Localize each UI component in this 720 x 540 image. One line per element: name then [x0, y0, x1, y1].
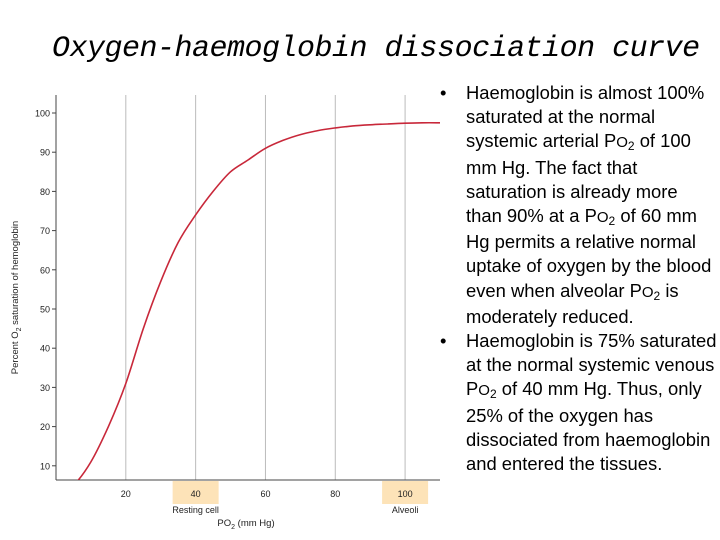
bullet-text: is moderately reduced.	[466, 279, 679, 327]
x-axis-label-sub: 2	[231, 524, 235, 531]
tick-caption: Alveoli	[392, 505, 419, 515]
y-tick-label: 90	[40, 148, 50, 158]
bullet-dot-icon: •	[440, 82, 447, 103]
po2-o: O	[616, 134, 628, 152]
y-tick-label: 80	[40, 187, 50, 197]
bullet-text: of 100 mm Hg. The fact that saturation i…	[466, 130, 691, 227]
dissociation-chart: 10 20 30 40 50 60 70 80 90 100 20 40 60 80 100 Resting …	[10, 95, 440, 531]
y-tick-label: 10	[40, 461, 50, 471]
y-axis-label-sub: 2	[16, 327, 23, 331]
po2-o: O	[596, 209, 609, 227]
y-tick-label: 100	[35, 109, 50, 119]
bullet-text: Haemoglobin is 75% saturated at the norm…	[466, 330, 717, 400]
x-axis-label: PO2 (mm Hg)	[217, 518, 274, 531]
po2-sub: 2	[489, 387, 497, 402]
po2-o: O	[641, 283, 654, 301]
x-axis-label-unit: (mm Hg)	[235, 518, 275, 529]
y-tick-label: 50	[40, 305, 50, 315]
x-tick-label: 40	[191, 489, 201, 499]
bullet-arterial: • Haemoglobin is almost 100% saturated a…	[440, 81, 718, 329]
y-axis-label: Percent O2 saturation of hemoglobin	[10, 221, 23, 374]
x-tick-label: 80	[330, 489, 340, 499]
x-axis-label-main: PO	[217, 518, 231, 529]
tick-caption: Resting cell	[172, 505, 219, 515]
y-tick-label: 70	[40, 226, 50, 236]
y-tick-label: 60	[40, 265, 50, 275]
bullet-dot-icon: •	[440, 330, 447, 352]
bullet-text: Haemoglobin is almost 100% saturated at …	[466, 82, 705, 152]
x-tick-label: 20	[121, 489, 131, 499]
bullet-text: of 60 mm Hg permits a relative normal up…	[466, 205, 712, 301]
po2-sub: 2	[608, 214, 616, 229]
saturation-curve-line	[77, 121, 440, 480]
bullet-list: • Haemoglobin is almost 100% saturated a…	[440, 81, 718, 476]
po2-sub: 2	[627, 139, 635, 154]
bullet-venous: • Haemoglobin is 75% saturated at the no…	[440, 329, 718, 476]
tick-highlight-box	[172, 481, 219, 504]
y-tick-label: 20	[40, 422, 50, 432]
bullet-text: of 40 mm Hg. Thus, only 25% of the oxyge…	[466, 378, 711, 475]
x-tick-label: 100	[398, 489, 413, 499]
x-tick-label: 60	[260, 489, 270, 499]
y-axis-label-rest: saturation of hemoglobin	[10, 221, 21, 328]
y-tick-label: 30	[40, 383, 50, 393]
y-tick-label: 40	[40, 344, 50, 354]
slide-title: Oxygen-haemoglobin dissociation curve	[52, 32, 700, 66]
po2-sub: 2	[653, 288, 661, 303]
po2-o: O	[478, 382, 490, 400]
y-axis-label-main: Percent O	[10, 331, 21, 374]
tick-highlight-box	[382, 481, 429, 504]
